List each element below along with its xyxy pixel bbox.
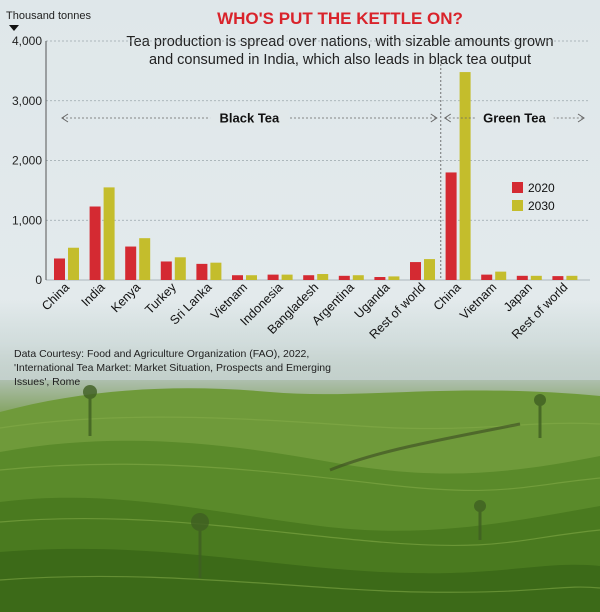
group-brackets: Black Tea Green Tea: [61, 56, 585, 280]
bar-2030: [210, 262, 222, 280]
bar-2020: [232, 275, 243, 280]
bar-2020: [552, 276, 564, 280]
legend-label: 2020: [528, 181, 555, 195]
bar-2020: [374, 277, 386, 280]
bar-2030: [424, 259, 435, 280]
bar-2020: [338, 275, 350, 280]
bar-2030: [495, 271, 507, 280]
bar-2030: [459, 72, 471, 280]
y-axis-arrow-icon: [9, 25, 19, 31]
bars: [54, 72, 578, 280]
bar-2030: [281, 274, 293, 280]
legend-swatch: [512, 200, 523, 211]
bar-2030: [139, 238, 151, 280]
legend-swatch: [512, 182, 523, 193]
arrow-right-icon: [577, 113, 585, 123]
chart-subtitle-line-1: Tea production is spread over nations, w…: [126, 34, 553, 50]
bar-2020: [516, 275, 528, 280]
y-tick-label: 3,000: [12, 94, 42, 108]
bar-2020: [410, 262, 421, 280]
bar-2030: [352, 275, 364, 280]
arrow-left-icon: [61, 113, 69, 123]
bar-2020: [196, 263, 208, 280]
arrow-right-icon: [430, 113, 438, 123]
legend-label: 2030: [528, 199, 555, 213]
group-label-bg: [475, 110, 554, 126]
source-note: Data Courtesy: Food and Agriculture Orga…: [14, 348, 331, 388]
bar-2030: [388, 276, 400, 280]
bar-2020: [303, 275, 315, 280]
bar-2030: [103, 187, 115, 280]
bar-2030: [566, 275, 578, 280]
bar-2020: [445, 172, 457, 280]
bar-2020: [160, 261, 172, 280]
bar-2030: [530, 275, 542, 280]
chart-title: WHO'S PUT THE KETTLE ON?: [217, 9, 463, 28]
y-axis-ticks: 4,000 3,000 2,000 1,000 0: [12, 34, 42, 287]
y-tick-label: 2,000: [12, 154, 42, 168]
bar-2020: [54, 258, 65, 280]
y-axis-label: Thousand tonnes: [6, 10, 92, 22]
group-label: Green Tea: [483, 111, 546, 126]
legend: 2020 2030: [512, 181, 555, 213]
bar-2020: [89, 206, 101, 280]
bar-2030: [246, 275, 257, 280]
group-label: Black Tea: [220, 111, 281, 126]
tea-field-photo: [0, 290, 600, 612]
bar-2030: [174, 257, 186, 280]
y-tick-label: 0: [35, 273, 42, 287]
gridlines: [45, 40, 590, 281]
group-label-bg: [210, 110, 289, 126]
bar-2020: [267, 274, 279, 280]
arrow-left-icon: [443, 113, 452, 123]
y-tick-label: 4,000: [12, 34, 42, 48]
y-tick-label: 1,000: [12, 213, 42, 227]
bar-2030: [68, 247, 79, 280]
bar-2020: [481, 274, 493, 280]
bar-2020: [125, 246, 137, 280]
chart-subtitle-line-2: and consumed in India, which also leads …: [149, 52, 531, 68]
bar-2030: [317, 274, 329, 280]
